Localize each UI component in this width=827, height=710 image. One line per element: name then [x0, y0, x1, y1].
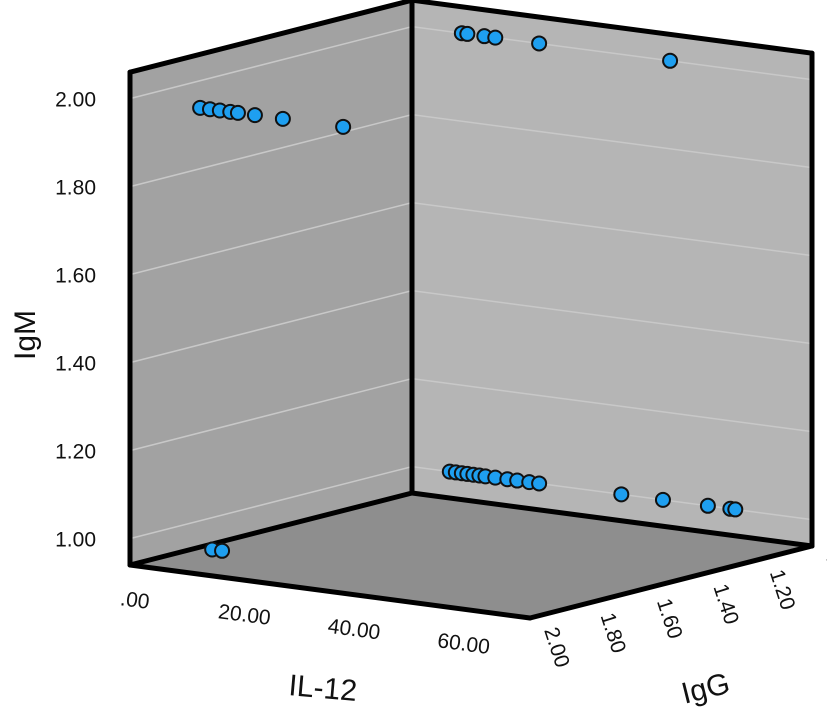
y-tick-label: 1.00 [55, 529, 96, 552]
data-point [246, 107, 263, 124]
data-point [699, 497, 716, 514]
chart-walls [130, 0, 812, 618]
data-point [335, 118, 352, 135]
y-tick-label: 2.00 [55, 89, 96, 112]
box-edge [527, 543, 815, 621]
box-edge [127, 562, 533, 621]
data-point [214, 542, 231, 559]
data-point [229, 104, 246, 121]
box-edges [127, 0, 815, 621]
data-point [654, 491, 671, 508]
data-point [274, 110, 291, 127]
data-point [459, 25, 476, 42]
box-edge [127, 490, 415, 568]
y-tick-label: 1.80 [55, 177, 96, 200]
box-edge [409, 490, 815, 549]
data-point [662, 52, 679, 69]
z-tick-label: 1.80 [596, 610, 631, 656]
z-axis-label: IgG [678, 667, 733, 710]
data-point [531, 35, 548, 52]
z-tick-label: 1.00 [821, 552, 827, 598]
y-axis-label: IgM [9, 310, 42, 360]
data-point [727, 501, 744, 518]
z-tick-label: 1.20 [765, 567, 800, 613]
left-wall [130, 0, 412, 565]
x-tick-label: 60.00 [436, 629, 491, 659]
box-edge [127, 0, 415, 75]
z-tick-label: 2.00 [539, 624, 574, 670]
x-axis-label: IL-12 [287, 669, 358, 708]
data-point [487, 29, 504, 46]
right-wall [412, 0, 812, 546]
x-tick-label: .00 [119, 587, 151, 614]
y-tick-label: 1.60 [55, 265, 96, 288]
z-tick-label: 1.60 [652, 596, 687, 642]
data-point [613, 486, 630, 503]
z-tick-label: 1.40 [708, 581, 743, 627]
y-tick-label: 1.20 [55, 441, 96, 464]
box-edge [409, 0, 815, 56]
data-point [531, 475, 548, 492]
x-tick-label: 40.00 [326, 615, 381, 645]
y-tick-label: 1.40 [55, 353, 96, 376]
x-tick-label: 20.00 [217, 600, 272, 630]
data-points [192, 25, 744, 559]
